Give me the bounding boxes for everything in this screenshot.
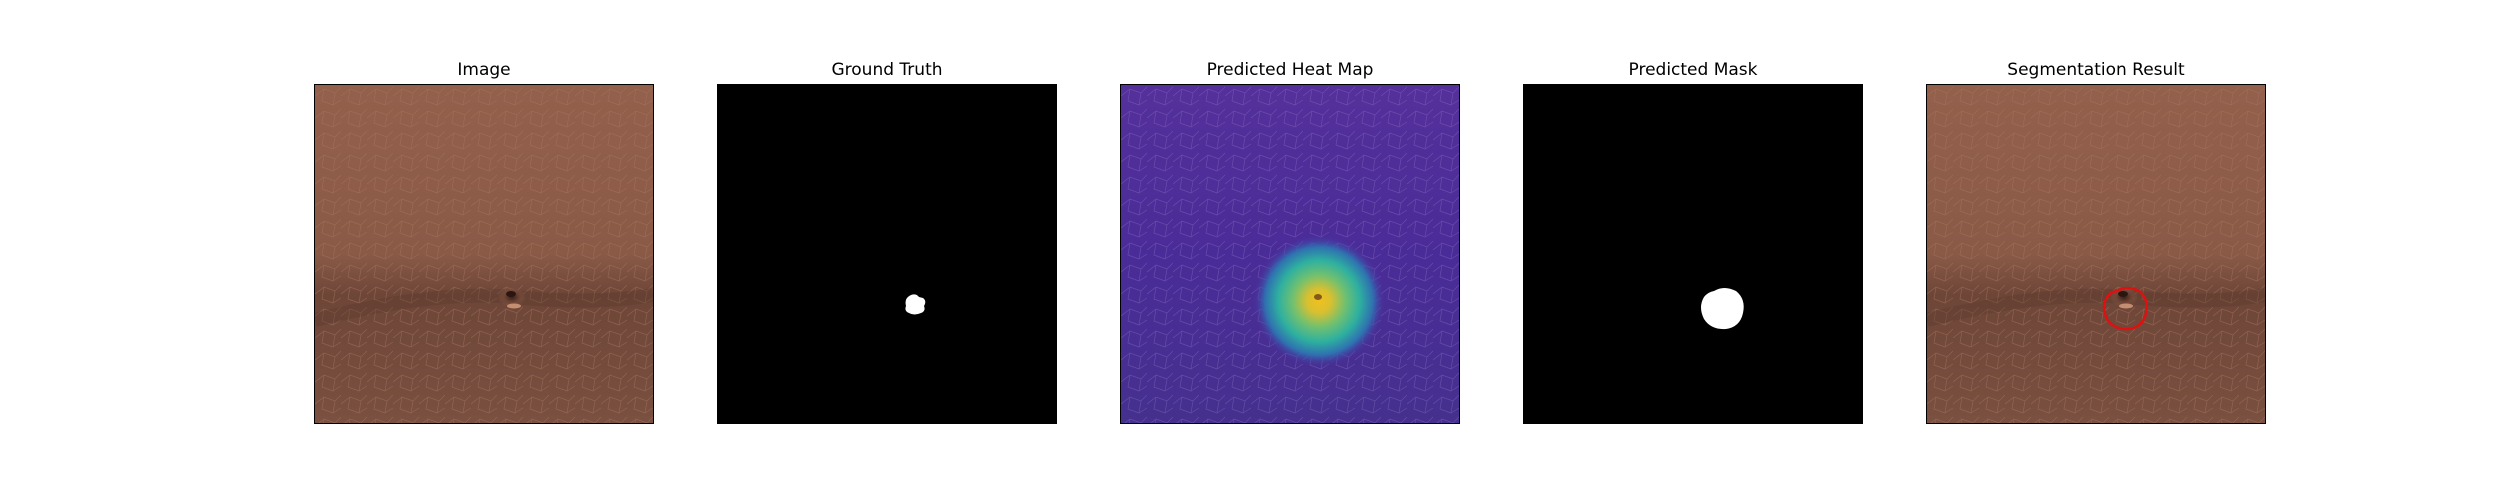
panel-title: Predicted Mask — [1628, 60, 1758, 80]
heat-map — [1120, 84, 1460, 424]
heat-hotspot — [1253, 235, 1385, 367]
predicted-region — [1701, 288, 1744, 330]
segmentation-contour — [2102, 286, 2148, 331]
panel-title: Predicted Heat Map — [1206, 60, 1374, 80]
segmentation-result-image — [1926, 84, 2266, 424]
ground-truth-mask — [717, 84, 1057, 424]
panel-title: Image — [457, 60, 511, 80]
leather-image — [314, 84, 654, 424]
predicted-mask — [1523, 84, 1863, 424]
panel-title: Ground Truth — [831, 60, 943, 80]
ground-truth-region — [905, 294, 926, 315]
panel-title: Segmentation Result — [2007, 60, 2185, 80]
